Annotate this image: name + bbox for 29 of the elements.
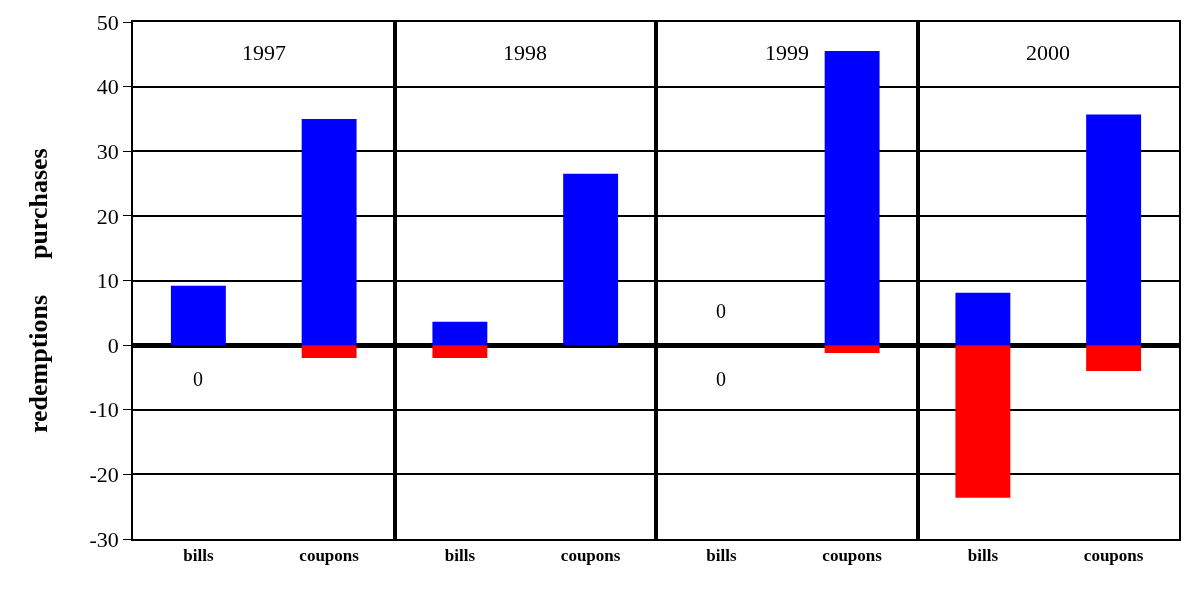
text: 1999 [765, 40, 809, 65]
bar [301, 345, 357, 359]
text: 2000 [1026, 40, 1070, 65]
data-label: 0 [716, 368, 726, 390]
y-tick-label: 0 [107, 332, 119, 358]
text: 1998 [503, 40, 547, 65]
y-tick-label: 40 [96, 74, 119, 100]
x-tick-label: coupons [1083, 546, 1144, 566]
bar [301, 118, 357, 346]
x-tick-label: bills [967, 546, 999, 566]
y-tick-label: 10 [96, 268, 119, 294]
x-tick-label: coupons [560, 546, 621, 566]
text: redemptions [23, 294, 53, 434]
y-tick-label: 50 [96, 9, 119, 35]
x-tick-label: bills [444, 546, 476, 566]
x-tick-label: bills [183, 546, 214, 566]
y-axis-title: purchases [23, 148, 53, 260]
y-tick-label: 20 [96, 203, 119, 229]
y-tick-label: -30 [89, 526, 119, 552]
y-tick-label: -10 [89, 397, 119, 423]
x-tick-label: coupons [822, 546, 883, 566]
x-tick-label: coupons [299, 546, 360, 566]
annotation: 0 [193, 368, 203, 390]
y-tick-label: 30 [96, 138, 119, 164]
bar [170, 285, 226, 346]
y-tick-label: -20 [89, 462, 119, 488]
text: 1997 [242, 40, 286, 65]
data-label: 0 [716, 300, 726, 322]
x-tick-label: bills [706, 546, 737, 566]
